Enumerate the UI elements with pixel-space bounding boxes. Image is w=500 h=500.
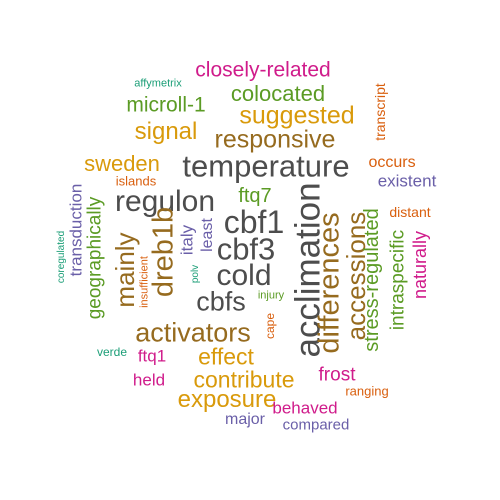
word: affymetrix — [134, 77, 182, 90]
word: stress-regulated — [361, 208, 383, 352]
word: closely-related — [195, 58, 331, 82]
word: transduction — [66, 183, 86, 277]
word: colocated — [230, 81, 326, 106]
word: frost — [318, 364, 356, 386]
word: transcript — [372, 83, 388, 141]
word: polv — [190, 264, 201, 284]
word: distant — [389, 204, 431, 220]
word: mainly — [110, 232, 140, 308]
word: regulon — [114, 185, 216, 218]
word: signal — [134, 118, 198, 145]
word: microll-1 — [126, 93, 206, 117]
word: responsive — [214, 125, 336, 154]
word: temperature — [182, 148, 350, 184]
word: occurs — [368, 154, 416, 171]
word: naturally — [410, 230, 430, 300]
word: dreb1b — [147, 206, 180, 298]
word: sweden — [84, 151, 160, 176]
word: geographically — [84, 196, 106, 320]
word: islands — [115, 173, 157, 189]
word: verde — [96, 345, 128, 359]
word: suggested — [239, 101, 355, 130]
word: held — [132, 370, 166, 390]
word: cbfs — [196, 286, 246, 317]
word: italy — [177, 224, 197, 256]
word: cold — [216, 259, 272, 292]
word: behaved — [272, 398, 338, 418]
word: exposure — [177, 386, 277, 413]
word: activators — [135, 317, 251, 348]
word: major — [224, 411, 266, 428]
word: cbf1 — [223, 204, 285, 240]
word: ftq1 — [137, 346, 167, 366]
word: ftq7 — [238, 185, 272, 207]
word: effect — [198, 343, 254, 370]
word: compared — [282, 416, 350, 434]
word: contribute — [193, 366, 295, 393]
word: least — [199, 218, 216, 252]
word: injury — [257, 289, 285, 302]
word: ranging — [345, 383, 389, 399]
word: cape — [263, 312, 277, 340]
word: intraspecific — [387, 229, 409, 331]
word: insufficient — [138, 256, 151, 308]
word: cbf3 — [216, 231, 276, 267]
word: coregulated — [56, 230, 67, 284]
word: existent — [377, 171, 437, 191]
